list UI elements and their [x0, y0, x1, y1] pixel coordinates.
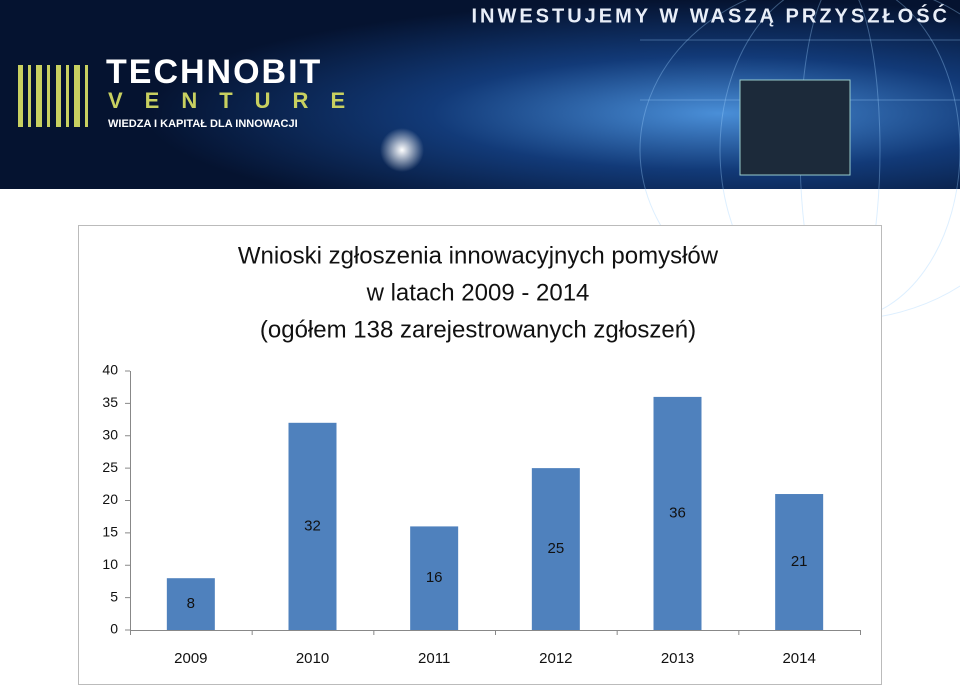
data-label: 32 — [304, 517, 321, 534]
bar — [775, 494, 824, 630]
chart-title: w latach 2009 - 2014 — [366, 279, 590, 306]
star — [380, 128, 424, 172]
x-tick-label: 2013 — [661, 650, 694, 667]
data-label: 36 — [669, 504, 686, 521]
x-tick-label: 2012 — [539, 650, 572, 667]
y-tick-label: 20 — [102, 491, 118, 507]
chart-title: (ogółem 138 zarejestrowanych zgłoszeń) — [260, 316, 696, 343]
brand: TECHNOBIT — [106, 53, 322, 91]
y-tick-label: 5 — [110, 588, 118, 604]
bar — [531, 468, 580, 630]
bar — [166, 578, 215, 630]
y-tick-label: 40 — [102, 362, 118, 378]
y-tick-label: 0 — [110, 621, 118, 637]
y-tick-label: 10 — [102, 556, 118, 572]
chart-title: Wnioski zgłoszenia innowacyjnych pomysłó… — [238, 242, 719, 269]
y-tick-label: 35 — [102, 394, 118, 410]
bar — [288, 422, 337, 630]
y-tick-label: 25 — [102, 459, 118, 475]
y-tick-label: 15 — [102, 524, 118, 540]
data-label: 16 — [426, 569, 443, 586]
brand-sub: VENTURE — [108, 88, 367, 113]
logo-bars — [18, 65, 88, 127]
data-label: 8 — [187, 595, 195, 612]
tagline: WIEDZA I KAPITAŁ DLA INNOWACJI — [108, 118, 298, 130]
data-label: 21 — [791, 553, 808, 570]
slogan: INWESTUJEMY W WASZĄ PRZYSZŁOŚĆ — [471, 3, 950, 27]
bar — [653, 396, 702, 630]
connector — [739, 79, 851, 176]
x-tick-label: 2014 — [782, 650, 815, 667]
x-tick-label: 2009 — [174, 650, 207, 667]
y-tick-label: 30 — [102, 426, 118, 442]
x-tick-label: 2011 — [418, 650, 450, 667]
x-tick-label: 2010 — [296, 650, 329, 667]
data-label: 25 — [547, 540, 564, 557]
bar — [410, 526, 459, 630]
